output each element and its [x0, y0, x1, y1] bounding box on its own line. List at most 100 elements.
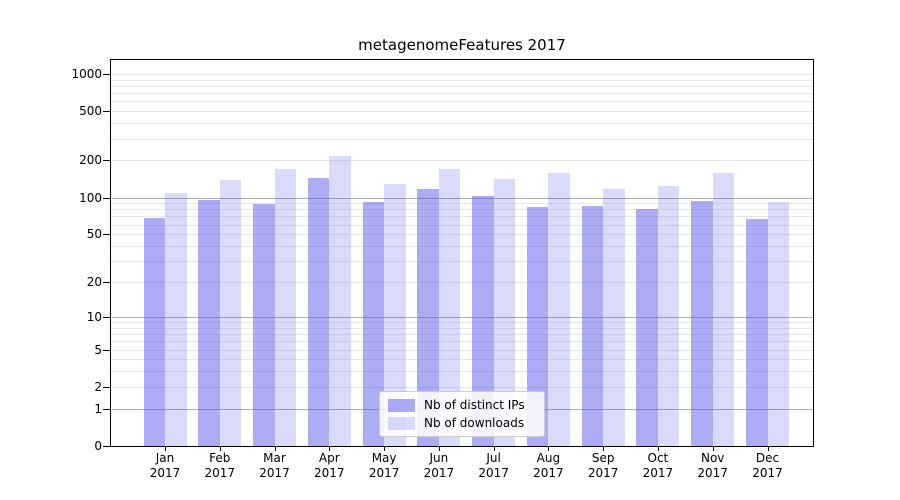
x-tick-year: 2017 [204, 466, 236, 480]
y-tick-label: 10 [86, 309, 102, 324]
y-tick-label: 20 [86, 275, 102, 289]
gridline-minor [111, 85, 813, 87]
x-tick-month: Oct [647, 451, 669, 465]
bar-distinct-ips-aug-2017 [526, 206, 549, 446]
x-tick-label: Aug 2017 [516, 451, 580, 481]
gridline-minor [111, 349, 813, 351]
x-tick-month: Feb [209, 451, 231, 465]
bar-distinct-ips-jan-2017 [143, 218, 165, 446]
gridline-minor [111, 282, 813, 283]
x-tick-year: 2017 [149, 466, 181, 480]
bar-distinct-ips-sep-2017 [581, 206, 604, 446]
bar-distinct-ips-nov-2017 [691, 201, 713, 446]
gridline-minor [111, 111, 813, 113]
y-tick-mark [103, 386, 110, 388]
legend-item-distinct-ips: Nb of distinct IPs [388, 398, 536, 412]
y-tick-label: 50 [86, 227, 102, 242]
x-tick-label: Sep 2017 [571, 451, 635, 481]
bar-distinct-ips-mar-2017 [253, 203, 275, 446]
gridline-minor [111, 334, 813, 335]
bar-distinct-ips-jul-2017 [472, 196, 494, 446]
x-tick-mark [712, 447, 714, 451]
plot-area: Nb of distinct IPs Nb of downloads [110, 59, 814, 447]
x-tick-label: Jan 2017 [133, 451, 197, 481]
y-tick-label: 0 [94, 439, 102, 453]
x-tick-mark [274, 447, 276, 451]
x-tick-mark [657, 447, 659, 451]
gridline-minor [111, 261, 813, 263]
gridline-minor [111, 160, 813, 162]
x-tick-month: Jul [486, 451, 501, 465]
x-tick-label: Feb 2017 [188, 451, 252, 481]
gridline-minor [111, 322, 813, 323]
x-tick-label: Dec 2017 [736, 451, 800, 481]
y-tick-label: 100 [79, 190, 102, 205]
x-tick-month: May [371, 451, 397, 465]
gridline-major [111, 197, 813, 199]
x-tick-month: Apr [318, 451, 340, 465]
gridline-minor [111, 101, 813, 103]
bar-downloads-feb-2017 [219, 180, 242, 446]
y-tick-mark [103, 111, 110, 113]
y-tick-label: 200 [79, 153, 102, 168]
bar-downloads-mar-2017 [274, 168, 296, 446]
bar-distinct-ips-apr-2017 [307, 177, 330, 446]
x-tick-label: Apr 2017 [297, 451, 361, 481]
y-tick-mark [103, 282, 110, 283]
bar-downloads-jun-2017 [438, 168, 461, 446]
gridline-minor [111, 224, 813, 226]
x-tick-month: Dec [755, 451, 780, 465]
bar-distinct-ips-may-2017 [362, 201, 385, 446]
bar-downloads-sep-2017 [603, 188, 625, 446]
y-tick-label: 1 [94, 401, 102, 416]
x-tick-label: Mar 2017 [243, 451, 307, 481]
bar-downloads-jan-2017 [165, 193, 187, 446]
x-tick-mark [493, 447, 495, 451]
y-tick-mark [103, 160, 110, 162]
x-tick-month: Mar [263, 451, 286, 465]
x-tick-mark [329, 447, 331, 451]
gridline-minor [111, 359, 813, 361]
gridline-minor [111, 341, 813, 343]
y-tick-label: 5 [94, 342, 102, 357]
y-tick-mark [103, 234, 110, 236]
legend-label-distinct-ips: Nb of distinct IPs [424, 398, 525, 412]
x-tick-mark [384, 447, 386, 451]
y-tick-label: 500 [79, 104, 102, 119]
x-tick-mark [219, 447, 221, 451]
x-tick-mark [603, 447, 605, 451]
bar-downloads-aug-2017 [548, 173, 570, 446]
bar-distinct-ips-oct-2017 [636, 208, 658, 446]
x-tick-year: 2017 [642, 466, 674, 480]
y-tick-mark [103, 349, 110, 351]
y-tick-mark [103, 408, 110, 410]
x-tick-label: Jul 2017 [462, 451, 526, 481]
x-tick-year: 2017 [368, 466, 400, 480]
legend: Nb of distinct IPs Nb of downloads [379, 391, 545, 437]
x-tick-year: 2017 [533, 466, 564, 480]
y-tick-label: 2 [94, 379, 102, 394]
bar-distinct-ips-feb-2017 [198, 200, 220, 446]
gridline-minor [111, 327, 813, 329]
gridline-minor [111, 209, 813, 211]
gridline-minor [111, 203, 813, 205]
x-tick-month: Sep [591, 451, 615, 465]
x-tick-year: 2017 [587, 466, 619, 480]
legend-swatch-downloads-icon [388, 416, 415, 430]
gridline-major [111, 316, 813, 318]
gridline-minor [111, 93, 813, 95]
bar-distinct-ips-dec-2017 [746, 218, 768, 446]
y-tick-mark [103, 316, 110, 318]
gridline-minor [111, 138, 813, 140]
bar-downloads-jul-2017 [493, 178, 516, 446]
legend-swatch-distinct-ips-icon [388, 398, 415, 412]
x-tick-label: Jun 2017 [407, 451, 471, 481]
gridline-minor [111, 246, 813, 247]
legend-item-downloads: Nb of downloads [388, 416, 536, 430]
bar-distinct-ips-jun-2017 [417, 188, 439, 446]
x-tick-year: 2017 [314, 466, 345, 480]
gridline-minor [111, 216, 813, 218]
y-tick-label: 1000 [71, 66, 102, 81]
bar-downloads-oct-2017 [657, 186, 680, 446]
